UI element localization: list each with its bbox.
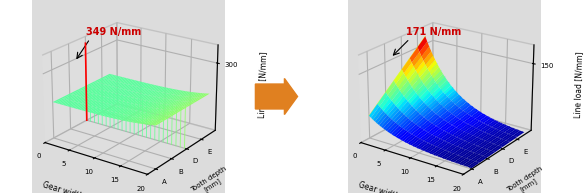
FancyArrow shape (256, 78, 298, 114)
X-axis label: Gear width [mm]: Gear width [mm] (358, 179, 423, 193)
Text: 171 N/mm: 171 N/mm (406, 27, 461, 37)
Y-axis label: Tooth depth
[mm]: Tooth depth [mm] (190, 165, 232, 193)
Y-axis label: Tooth depth
[mm]: Tooth depth [mm] (505, 165, 548, 193)
Text: 349 N/mm: 349 N/mm (86, 27, 142, 37)
X-axis label: Gear width [mm]: Gear width [mm] (42, 179, 107, 193)
